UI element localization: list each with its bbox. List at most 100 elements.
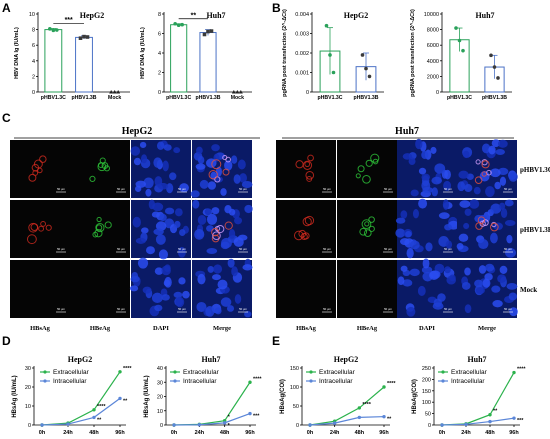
data-point [360,53,365,57]
nucleus [464,267,471,276]
nucleus [497,274,507,283]
nucleus [206,225,214,232]
nucleus [244,311,252,318]
data-point [235,90,240,94]
legend-label: Intracellular [451,378,485,385]
data-point [112,90,117,94]
data-point [176,23,181,28]
nucleus [402,279,413,287]
chart-b-huh7: 0 2000 4000 6000 8000 10000 Huh7 pgRNA post tra… [410,9,512,101]
stain-spot [365,159,373,167]
nucleus [197,215,207,225]
nucleus [220,241,230,250]
y-tick-label: 250 [422,366,431,372]
nucleus [459,200,471,208]
y-tick-label: 0 [296,423,299,429]
series-point [172,423,176,427]
scale-bar-label: 50 μm [384,247,392,251]
column-label: HBeAg [90,325,111,332]
nucleus [140,154,148,164]
y-tick-label: 50 [293,404,299,410]
y-axis-label: HBeAg(COI) [412,379,418,414]
nucleus [161,265,171,276]
y-tick-label: 0 [436,90,439,96]
nucleus [488,145,496,155]
y-tick-label: 8 [32,28,35,34]
stain-spot [307,154,314,162]
nucleus [490,232,498,244]
y-tick-label: 2 [32,74,35,80]
nucleus [155,234,166,245]
x-tick-label: pHBV1.3C [447,95,472,101]
stain-spot [96,216,102,223]
y-tick-label: 8000 [427,28,439,34]
significance-label: * [228,423,231,429]
column-label: Merge [213,325,231,332]
x-tick-label: pHBV1.3B [71,95,96,101]
x-tick-label: 96h [379,430,389,436]
nucleus [484,273,493,281]
scale-bar-label: 50 μm [239,307,247,311]
nucleus [196,301,207,312]
legend-label: Extracellular [53,369,90,376]
stain-spot [355,173,361,179]
x-tick-label: Mock [108,95,121,101]
nucleus [444,169,451,180]
nucleus [228,208,236,216]
y-tick-label: 10 [25,404,31,410]
nucleus [409,240,420,250]
y-tick-label: 8 [158,12,161,18]
nucleus [211,144,220,152]
nucleus [462,150,470,159]
nucleus [458,233,469,242]
merge-spot [481,160,490,169]
x-tick-label: 48h [485,430,495,436]
nucleus [174,220,181,228]
stain-spot [95,222,105,233]
nucleus [231,266,238,277]
significance-label: **** [362,402,371,408]
merge-spot [474,176,483,184]
nucleus [491,285,501,293]
nucleus [508,292,518,301]
nucleus [422,258,430,269]
scale-bar-label: 50 μm [57,247,65,251]
micrograph-grid: 50 μm 50 μm 50 μm HBsAg 50 μm 50 μm 50 μm HBeAg… [10,138,550,332]
data-point [109,90,114,94]
nucleus [206,213,218,225]
merge-spot [482,219,489,226]
nucleus [485,263,495,272]
data-point [82,34,86,39]
x-tick-label: pHBV1.3C [41,95,66,101]
legend-label: Intracellular [53,378,87,385]
y-tick-label: 10000 [424,12,439,18]
micrograph-tile [70,200,130,258]
y-tick-label: 0 [306,90,309,96]
data-point [367,74,372,79]
scale-bar-label: 50 μm [504,187,512,191]
stain-spot [362,174,371,184]
stain-spot [372,158,379,165]
significance-label: *** [517,418,524,424]
series-line [41,397,121,426]
data-point [209,29,214,33]
x-tick-label: pHBV1.3C [166,95,191,101]
chart-a-hepg2: 0 2 4 6 8 10 HepG2 HBV DNA lg (IU/mL) pHBV1.3C pH… [14,11,130,101]
merge-spot [212,231,221,240]
significance-label: **** [253,376,262,382]
stain-spot [89,175,96,182]
nucleus [129,285,139,292]
x-tick-label: 0h [307,430,314,436]
nucleus [239,173,247,183]
column-label: HBsAg [296,325,317,332]
column-label: DAPI [419,325,435,332]
scale-bar-label: 50 μm [384,187,392,191]
stain-spot [103,165,111,172]
nucleus [164,276,172,288]
stain-spot [368,216,375,223]
x-tick-label: pHBV1.3B [482,95,507,101]
nucleus [151,292,163,304]
nucleus [141,227,149,234]
legend-marker [173,379,177,383]
